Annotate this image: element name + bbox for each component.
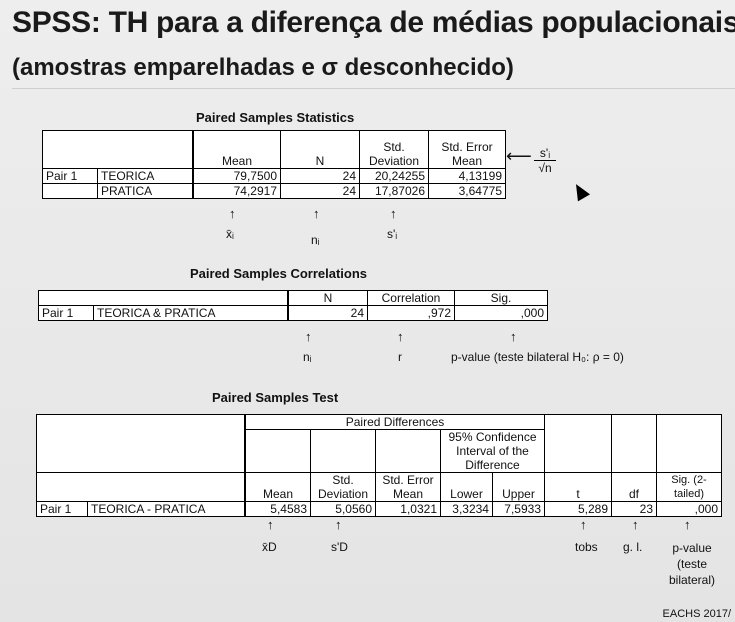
header-sd: Std. Deviation [310,472,376,502]
arrow-up-icon: ↑ [305,329,312,344]
footer-label: EACHS 2017/ [662,608,731,620]
cell-mean: 79,7500 [192,168,281,184]
paired-stats-table: Mean N Std. Deviation Std. Error Mean Pa… [42,130,506,199]
arrow-up-icon: ↑ [229,206,236,221]
arrow-up-icon: ↑ [632,517,639,532]
cell-sig: ,000 [656,501,722,517]
arrow-up-icon: ↑ [313,206,320,221]
cell-sd: 20,24255 [359,168,429,184]
header-upper: Upper [491,472,546,502]
header-se: Std. Error Mean [375,472,441,502]
cell-mean: 5,4583 [244,501,311,517]
row-name: TEORICA - PRATICA [87,501,246,517]
header-sig: Sig. [454,290,548,306]
arrow-up-icon: ↑ [580,517,587,532]
header-df: df [611,472,657,502]
row-name: PRATICA [97,183,194,199]
formula-numerator: s'ᵢ [534,146,556,161]
row-name: TEORICA [97,168,194,184]
cell-n: 24 [287,305,368,321]
annot-df: g. l. [623,540,643,554]
arrow-up-icon: ↑ [397,329,404,344]
header-sig: Sig. (2-tailed) [656,472,722,502]
header-se: Std. Error Mean [428,130,506,169]
annot-r: r [398,350,402,364]
header-ci: 95% Confidence Interval of the Differenc… [440,429,545,473]
annot-t: tobs [575,540,598,554]
arrow-up-icon: ↑ [267,517,274,532]
header-sd: Std. Deviation [359,130,429,169]
cell-se: 4,13199 [428,168,506,184]
pair-label: Pair 1 [36,501,88,517]
cell-upper: 7,5933 [491,501,546,517]
cell-n: 24 [280,168,360,184]
arrow-up-icon: ↑ [335,517,342,532]
formula-denominator: √n [538,161,552,175]
cell-lower: 3,3234 [440,501,493,517]
annot-sd: s'ᵢ [387,227,398,241]
header-t: t [544,472,612,502]
mouse-cursor-icon [569,180,591,202]
divider [12,88,735,89]
annot-pvalue: p-value (teste bilateral) [668,541,716,587]
annot-mean: x̄D [262,540,277,554]
arrow-up-icon: ↑ [510,329,517,344]
header-lower: Lower [440,472,493,502]
paired-corr-table: N Correlation Sig. Pair 1 TEORICA & PRAT… [38,290,548,321]
annot-n: nᵢ [303,350,312,364]
cell-t: 5,289 [544,501,612,517]
arrow-left-icon: ⟵ [506,146,532,166]
annot-mean: x̄ᵢ [226,227,234,241]
cell-correlation: ,972 [367,305,455,321]
annot-n: nᵢ [311,233,320,247]
row-name: TEORICA & PRATICA [93,305,289,321]
arrow-up-icon: ↑ [390,206,397,221]
cell-se: 1,0321 [375,501,441,517]
header-mean: Mean [244,472,311,502]
test-caption: Paired Samples Test [212,390,339,405]
pair-label: Pair 1 [42,168,98,184]
arrow-up-icon: ↑ [684,517,691,532]
cell-mean: 74,2917 [192,183,281,199]
paired-test-table: Paired Differences 95% Confidence Interv… [36,414,722,517]
header-paired-differences: Paired Differences [244,414,545,430]
header-correlation: Correlation [367,290,455,306]
cell-n: 24 [280,183,360,199]
corr-caption: Paired Samples Correlations [190,266,368,281]
cell-se: 3,64775 [428,183,506,199]
cell-sd: 17,87026 [359,183,429,199]
pair-label: Pair 1 [38,305,94,321]
cell-df: 23 [611,501,657,517]
annot-pvalue: p-value (teste bilateral H₀: ρ = 0) [451,350,624,364]
header-n: N [280,130,360,169]
annot-sd: s'D [331,540,348,554]
page-subtitle: (amostras emparelhadas e σ desconhecido) [12,54,514,81]
stats-caption: Paired Samples Statistics [196,110,355,125]
page-title: SPSS: TH para a diferença de médias popu… [12,6,735,39]
se-formula: s'ᵢ √n [534,146,556,175]
header-n: N [287,290,368,306]
header-mean: Mean [192,130,281,169]
cell-sig: ,000 [454,305,548,321]
cell-sd: 5,0560 [310,501,376,517]
